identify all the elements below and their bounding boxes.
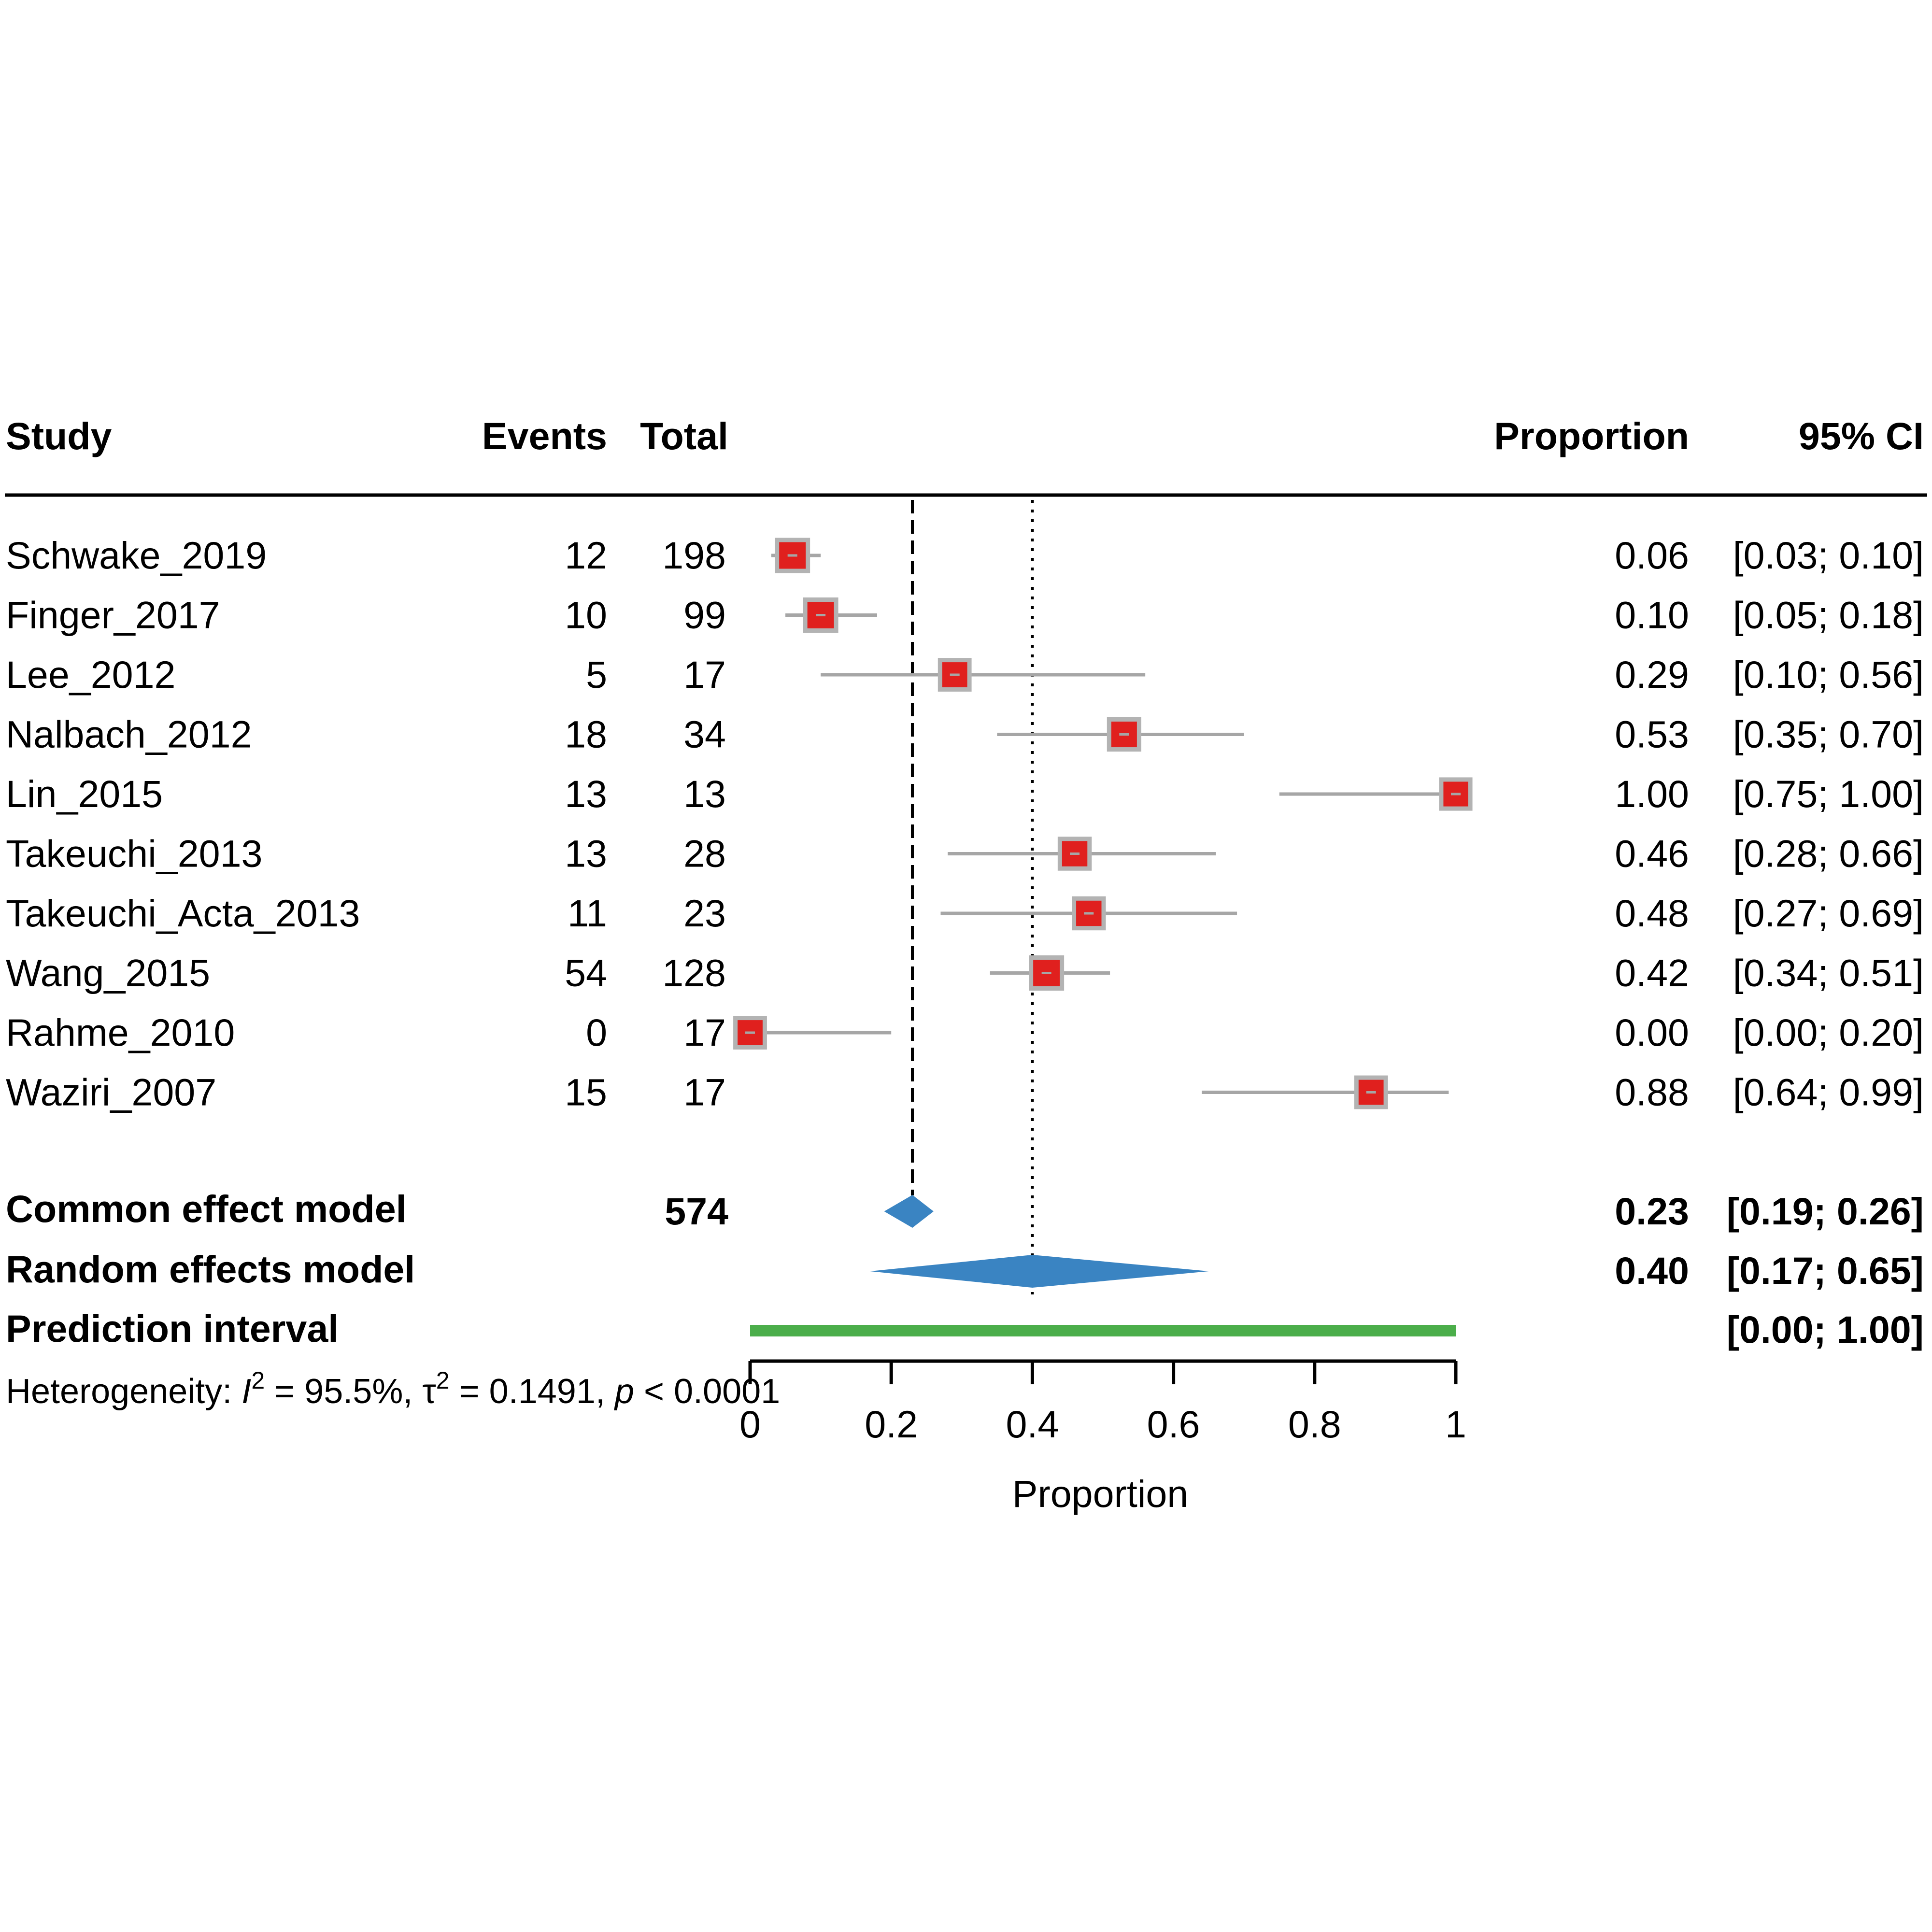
study-events: 13 (565, 832, 607, 875)
study-row: Takeuchi_2013 13 28 0.46 [0.28; 0.66] (6, 832, 1924, 875)
random-effects-label: Random effects model (6, 1248, 415, 1291)
study-total: 17 (683, 653, 726, 696)
study-row: Wang_2015 54 128 0.42 [0.34; 0.51] (6, 952, 1924, 994)
study-ci: [0.28; 0.66] (1733, 832, 1924, 875)
random-effects-proportion: 0.40 (1615, 1249, 1689, 1292)
study-effect-box (938, 658, 972, 692)
study-name: Finger_2017 (6, 594, 220, 637)
study-total: 13 (683, 772, 726, 815)
study-name: Waziri_2007 (6, 1071, 216, 1114)
study-events: 11 (568, 892, 607, 935)
study-effect-box (1439, 777, 1473, 811)
study-ci: [0.03; 0.10] (1733, 534, 1924, 577)
study-proportion: 0.48 (1615, 892, 1689, 935)
study-ci: [0.34; 0.51] (1733, 952, 1924, 994)
common-effect-total: 574 (665, 1190, 728, 1233)
study-effect-box (1072, 896, 1106, 931)
header-proportion: Proportion (1494, 414, 1689, 457)
study-proportion: 0.00 (1615, 1011, 1689, 1054)
study-row: Waziri_2007 15 17 0.88 [0.64; 0.99] (6, 1071, 1924, 1114)
study-ci: [0.10; 0.56] (1733, 653, 1924, 696)
study-name: Takeuchi_Acta_2013 (6, 892, 360, 935)
study-name: Lin_2015 (6, 772, 163, 815)
study-events: 13 (565, 772, 607, 815)
study-row: Lin_2015 13 13 1.00 [0.75; 1.00] (6, 772, 1924, 815)
study-events: 12 (565, 534, 607, 577)
study-effect-box (1029, 955, 1065, 991)
study-rows: Schwake_2019 12 198 0.06 [0.03; 0.10] Finger_… (6, 534, 1924, 1114)
study-name: Lee_2012 (6, 653, 176, 696)
study-effect-box (1354, 1075, 1388, 1109)
header-total: Total (640, 414, 728, 457)
common-effect-label: Common effect model (6, 1187, 407, 1230)
x-axis: 0 0.2 0.4 0.6 0.8 1 (739, 1359, 1466, 1446)
x-axis-tick-label: 1 (1445, 1403, 1466, 1446)
study-proportion: 0.46 (1615, 832, 1689, 875)
study-row: Nalbach_2012 18 34 0.53 [0.35; 0.70] (6, 713, 1924, 756)
study-ci: [0.05; 0.18] (1733, 594, 1924, 637)
x-axis-tick-label: 0.4 (1006, 1403, 1059, 1446)
study-events: 18 (565, 713, 607, 756)
study-row: Schwake_2019 12 198 0.06 [0.03; 0.10] (6, 534, 1924, 577)
x-axis-tick-label: 0.6 (1147, 1403, 1200, 1446)
random-effects-ci: [0.17; 0.65] (1727, 1249, 1924, 1292)
common-effect-diamond (884, 1195, 934, 1228)
prediction-interval-label: Prediction interval (6, 1307, 339, 1350)
prediction-interval-ci: [0.00; 1.00] (1727, 1308, 1924, 1351)
study-name: Takeuchi_2013 (6, 832, 262, 875)
study-effect-box (803, 597, 838, 633)
study-proportion: 0.53 (1615, 713, 1689, 756)
study-proportion: 0.06 (1615, 534, 1689, 577)
study-row: Rahme_2010 0 17 0.00 [0.00; 0.20] (6, 1011, 1924, 1054)
common-effect-proportion: 0.23 (1615, 1190, 1689, 1233)
heterogeneity-text: Heterogeneity: I2 = 95.5%, τ2 = 0.1491, … (6, 1367, 780, 1411)
study-events: 10 (565, 594, 607, 637)
study-total: 28 (683, 832, 726, 875)
study-effect-box (1057, 837, 1092, 871)
study-events: 54 (565, 952, 607, 994)
header-events: Events (482, 414, 607, 457)
study-events: 15 (565, 1071, 607, 1114)
study-proportion: 1.00 (1615, 772, 1689, 815)
study-proportion: 0.29 (1615, 653, 1689, 696)
study-name: Schwake_2019 (6, 534, 267, 577)
x-axis-tick-label: 0 (739, 1403, 761, 1446)
study-name: Rahme_2010 (6, 1011, 235, 1054)
study-ci: [0.00; 0.20] (1733, 1011, 1924, 1054)
study-name: Wang_2015 (6, 952, 210, 994)
study-ci: [0.64; 0.99] (1733, 1071, 1924, 1114)
x-axis-label: Proportion (1012, 1472, 1189, 1515)
study-ci: [0.75; 1.00] (1733, 772, 1924, 815)
study-proportion: 0.10 (1615, 594, 1689, 637)
study-total: 198 (662, 534, 726, 577)
study-ci: [0.35; 0.70] (1733, 713, 1924, 756)
common-effect-ci: [0.19; 0.26] (1727, 1190, 1924, 1233)
x-axis-tick-label: 0.2 (865, 1403, 918, 1446)
study-row: Takeuchi_Acta_2013 11 23 0.48 [0.27; 0.69] (6, 892, 1924, 935)
random-effects-diamond (870, 1255, 1209, 1288)
header-ci: 95% CI (1799, 414, 1924, 457)
header-study: Study (6, 414, 112, 457)
study-row: Finger_2017 10 99 0.10 [0.05; 0.18] (6, 594, 1924, 637)
study-proportion: 0.88 (1615, 1071, 1689, 1114)
study-total: 128 (662, 952, 726, 994)
study-effect-box (733, 1016, 767, 1050)
study-total: 17 (683, 1071, 726, 1114)
study-row: Lee_2012 5 17 0.29 [0.10; 0.56] (6, 653, 1924, 696)
study-events: 0 (586, 1011, 607, 1054)
study-name: Nalbach_2012 (6, 713, 252, 756)
study-total: 99 (683, 594, 726, 637)
study-events: 5 (586, 653, 607, 696)
x-axis-tick-label: 0.8 (1288, 1403, 1341, 1446)
study-ci: [0.27; 0.69] (1733, 892, 1924, 935)
study-total: 17 (683, 1011, 726, 1054)
study-proportion: 0.42 (1615, 952, 1689, 994)
study-total: 23 (683, 892, 726, 935)
study-total: 34 (683, 713, 726, 756)
